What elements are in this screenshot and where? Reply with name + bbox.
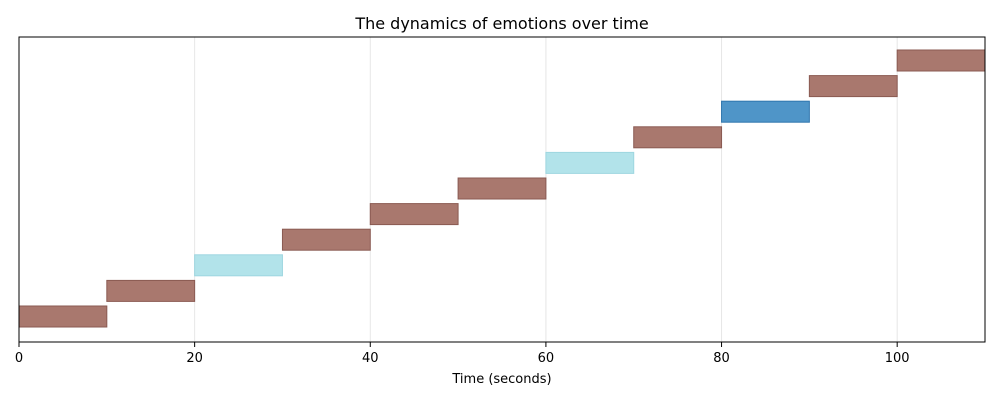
x-axis-label: Time (seconds): [451, 372, 551, 387]
emotion-segment-bar: [545, 151, 635, 174]
bars-layer: [18, 49, 986, 328]
emotion-segment-bar: [106, 279, 196, 302]
emotion-segment-bar: [369, 203, 459, 226]
emotion-segment-bar: [808, 75, 898, 98]
emotion-segment-bar: [721, 100, 810, 123]
emotion-segment-bar: [896, 49, 986, 72]
x-tick-label: 20: [186, 351, 203, 366]
emotion-segment-bar: [633, 126, 723, 149]
emotion-segment-bar: [457, 177, 547, 200]
x-tick-label: 0: [15, 351, 23, 366]
emotion-segment-bar: [18, 305, 108, 328]
x-axis-ticks: 0 20 40 60 80 100: [15, 342, 910, 366]
chart-title: The dynamics of emotions over time: [354, 14, 648, 33]
emotion-segment-bar: [194, 254, 283, 277]
emotion-segment-bar: [281, 228, 371, 251]
x-tick-label: 100: [885, 351, 910, 366]
x-tick-label: 60: [538, 351, 555, 366]
x-tick-label: 80: [713, 351, 730, 366]
plot-frame: [18, 36, 986, 343]
x-tick-label: 40: [362, 351, 379, 366]
